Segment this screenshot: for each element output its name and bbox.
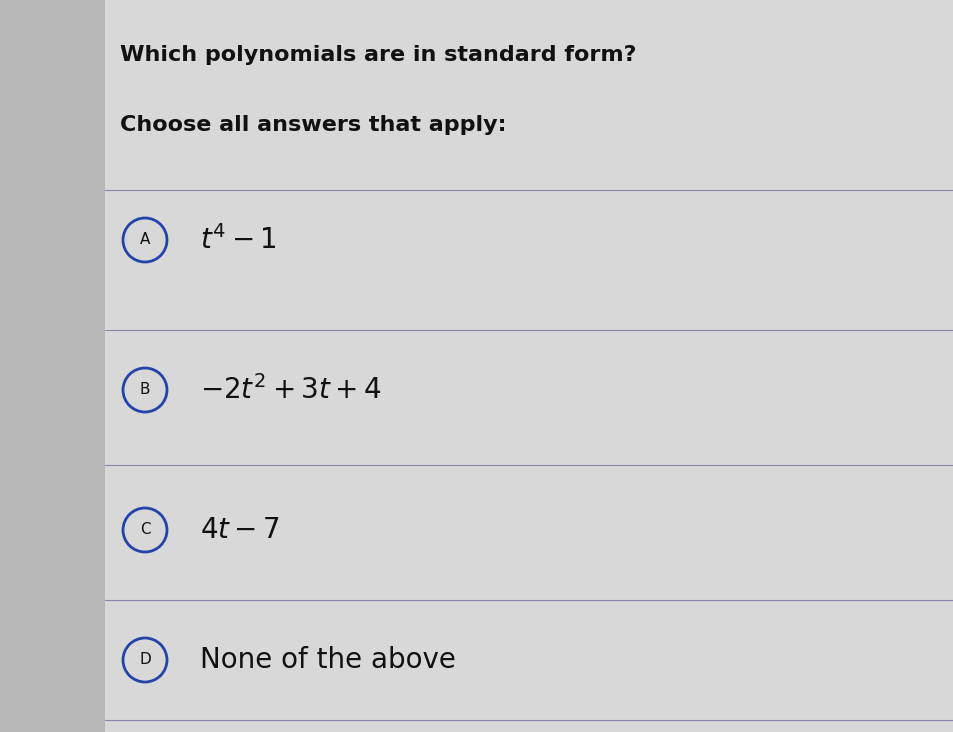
Ellipse shape [123,218,167,262]
Ellipse shape [123,638,167,682]
Text: $-2t^2 + 3t + 4$: $-2t^2 + 3t + 4$ [200,375,381,405]
Text: None of the above: None of the above [200,646,456,674]
Ellipse shape [123,508,167,552]
Text: Which polynomials are in standard form?: Which polynomials are in standard form? [120,45,636,65]
Text: B: B [139,383,150,397]
Text: A: A [140,233,150,247]
Ellipse shape [123,368,167,412]
Text: D: D [139,652,151,668]
Text: C: C [139,523,151,537]
Text: $4t - 7$: $4t - 7$ [200,516,279,544]
Text: Choose all answers that apply:: Choose all answers that apply: [120,115,506,135]
Text: $t^4 - 1$: $t^4 - 1$ [200,225,276,255]
Bar [0,0,105,732]
